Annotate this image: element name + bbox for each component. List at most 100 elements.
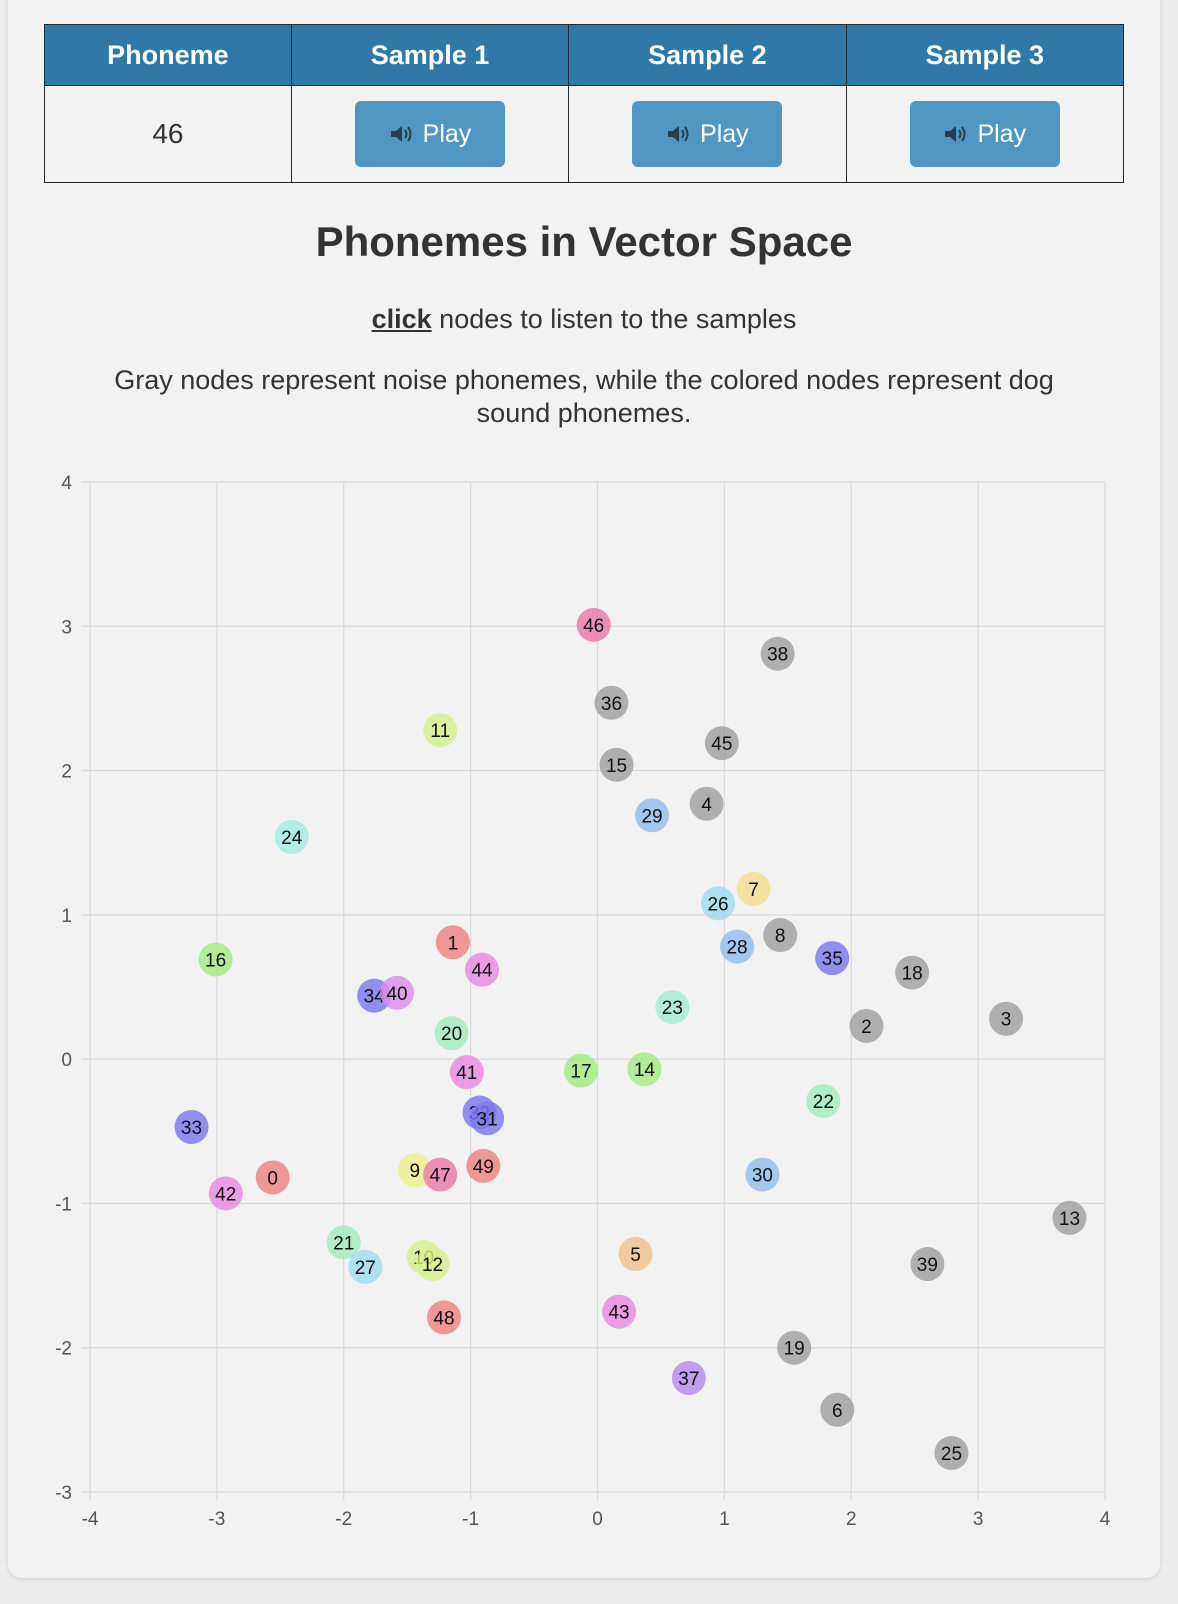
table-row: 46 Play Play Play	[44, 85, 1125, 183]
node-circle	[1052, 1200, 1087, 1235]
phoneme-node[interactable]: 0	[255, 1160, 290, 1195]
x-tick-label: 2	[846, 1509, 857, 1530]
phoneme-node[interactable]: 46	[576, 607, 611, 642]
phoneme-node[interactable]: 22	[806, 1083, 841, 1118]
phoneme-node[interactable]: 48	[426, 1300, 461, 1335]
node-circle	[736, 871, 771, 906]
phoneme-node[interactable]: 15	[599, 747, 634, 782]
samples-table: Phoneme Sample 1 Sample 2 Sample 3 46 Pl…	[44, 24, 1125, 183]
hint-rest: nodes to listen to the samples	[431, 304, 797, 334]
phoneme-node[interactable]: 6	[820, 1392, 855, 1427]
phoneme-node[interactable]: 26	[701, 886, 736, 921]
x-tick-label: -3	[208, 1509, 225, 1530]
y-tick-label: 4	[61, 473, 72, 494]
phoneme-node[interactable]: 13	[1052, 1200, 1087, 1235]
phoneme-node[interactable]: 5	[618, 1236, 653, 1271]
phoneme-node[interactable]: 37	[671, 1361, 706, 1396]
phoneme-node[interactable]: 19	[777, 1330, 812, 1365]
phoneme-node[interactable]: 27	[348, 1249, 383, 1284]
phoneme-node[interactable]: 7	[736, 871, 771, 906]
node-label: 16	[205, 951, 226, 972]
phoneme-node[interactable]: 38	[760, 636, 795, 671]
phoneme-node[interactable]: 23	[655, 990, 690, 1025]
x-tick-label: -4	[82, 1509, 99, 1530]
phoneme-node[interactable]: 25	[934, 1436, 969, 1471]
phoneme-node[interactable]: 9	[397, 1153, 432, 1188]
phoneme-node[interactable]: 47	[423, 1157, 458, 1192]
phoneme-node[interactable]: 11	[423, 713, 458, 748]
node-label: 8	[775, 926, 786, 947]
sample-2-cell: Play	[568, 85, 847, 183]
node-label: 48	[433, 1308, 454, 1329]
phoneme-node[interactable]: 39	[910, 1247, 945, 1282]
phoneme-node[interactable]: 1	[435, 925, 470, 960]
node-circle	[989, 1001, 1024, 1036]
node-label: 46	[583, 616, 604, 637]
x-tick-label: 1	[719, 1509, 730, 1530]
node-label: 47	[430, 1166, 451, 1187]
y-tick-label: -3	[55, 1483, 72, 1504]
phoneme-node[interactable]: 4	[689, 786, 724, 821]
node-circle	[426, 1300, 461, 1335]
phoneme-node[interactable]: 31	[470, 1101, 505, 1136]
content-card	[8, 0, 1160, 1578]
phoneme-node[interactable]: 12	[415, 1247, 450, 1282]
node-label: 41	[456, 1063, 477, 1084]
phoneme-node[interactable]: 45	[704, 726, 739, 761]
phoneme-node[interactable]: 14	[627, 1052, 662, 1087]
node-circle	[198, 942, 233, 977]
phoneme-node[interactable]: 8	[763, 918, 798, 953]
node-circle	[397, 1153, 432, 1188]
x-tick-label: 3	[973, 1509, 984, 1530]
phoneme-node[interactable]: 40	[380, 975, 415, 1010]
node-circle	[760, 636, 795, 671]
phoneme-node[interactable]: 41	[449, 1055, 484, 1090]
phoneme-node[interactable]: 21	[326, 1225, 361, 1260]
node-circle	[895, 955, 930, 990]
node-circle	[434, 1016, 469, 1051]
sample-1-cell: Play	[290, 85, 570, 183]
header-phoneme: Phoneme	[44, 24, 292, 86]
phoneme-node[interactable]: 3	[989, 1001, 1024, 1036]
phoneme-node[interactable]: 16	[198, 942, 233, 977]
node-circle	[704, 726, 739, 761]
play-sample-1-button[interactable]: Play	[354, 101, 505, 167]
node-label: 28	[726, 938, 747, 959]
phoneme-node[interactable]: 42	[208, 1176, 243, 1211]
node-label: 9	[410, 1161, 421, 1182]
node-circle	[720, 929, 755, 964]
phoneme-node[interactable]: 17	[564, 1053, 599, 1088]
phoneme-node[interactable]: 33	[174, 1109, 209, 1144]
node-label: 44	[471, 961, 493, 982]
phoneme-node[interactable]: 24	[274, 819, 309, 854]
node-circle	[599, 747, 634, 782]
phoneme-node[interactable]: 49	[466, 1148, 501, 1183]
phoneme-node[interactable]: 28	[720, 929, 755, 964]
node-label: 31	[477, 1109, 498, 1130]
phoneme-node[interactable]: 2	[849, 1008, 884, 1043]
node-label: 22	[813, 1092, 834, 1113]
phoneme-node[interactable]: 29	[635, 798, 670, 833]
node-label: 38	[767, 645, 788, 666]
y-tick-label: 0	[61, 1050, 72, 1071]
play-sample-2-button[interactable]: Play	[632, 101, 783, 167]
phoneme-node[interactable]: 20	[434, 1016, 469, 1051]
node-label: 30	[752, 1166, 773, 1187]
phoneme-node[interactable]: 36	[594, 685, 629, 720]
node-circle	[627, 1052, 662, 1087]
play-sample-3-button[interactable]: Play	[909, 101, 1060, 167]
y-tick-label: -1	[55, 1194, 72, 1215]
phoneme-node[interactable]: 18	[895, 955, 930, 990]
phoneme-node[interactable]: 43	[602, 1294, 637, 1329]
node-label: 1	[448, 933, 459, 954]
y-tick-label: 2	[61, 762, 72, 783]
play-label: Play	[422, 119, 472, 148]
phoneme-node[interactable]: 30	[745, 1157, 780, 1192]
phoneme-node[interactable]: 35	[815, 941, 850, 976]
phoneme-node[interactable]: 44	[465, 952, 500, 987]
node-circle	[470, 1101, 505, 1136]
phoneme-id-cell: 46	[44, 85, 292, 183]
node-circle	[806, 1083, 841, 1118]
node-circle	[326, 1225, 361, 1260]
